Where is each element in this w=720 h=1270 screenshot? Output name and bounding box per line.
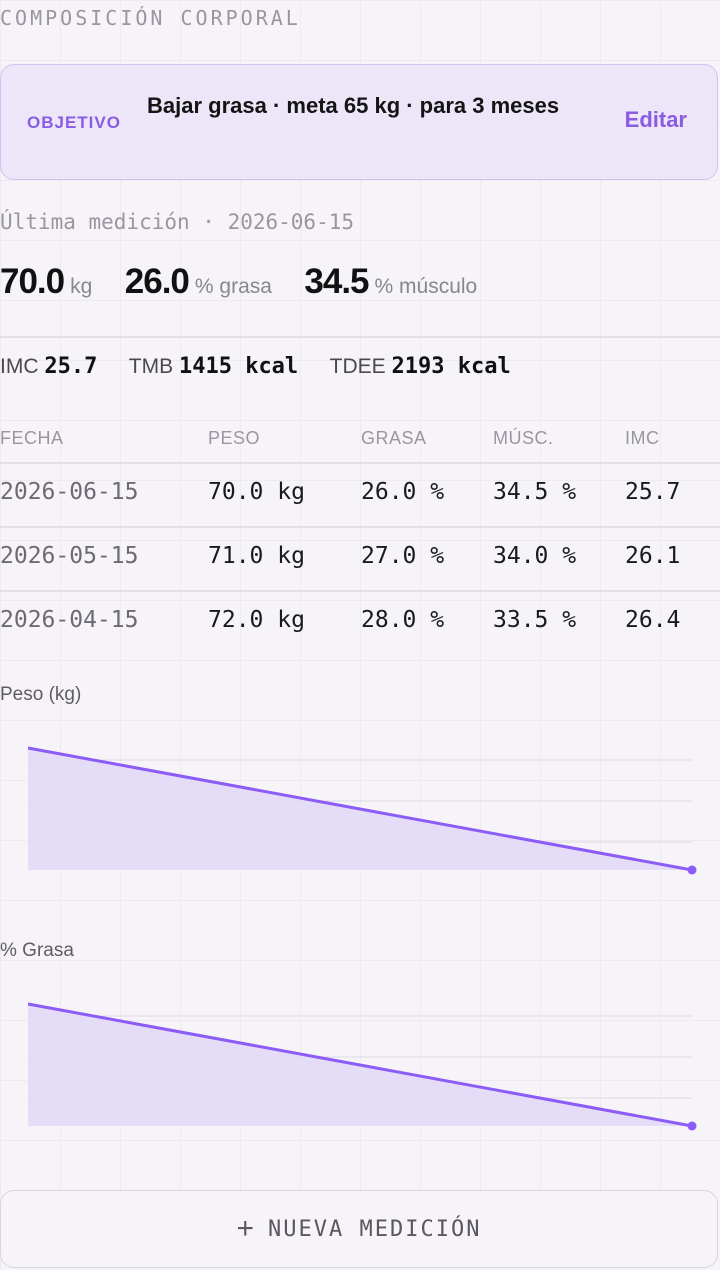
column-header-muscle: MÚSC. [493, 428, 554, 448]
fat-chart-title: % Grasa [0, 940, 74, 961]
cell-date: 2026-04-15 [0, 607, 139, 633]
last-measurement-label: Última medición · 2026-06-15 [0, 210, 355, 234]
column-header-imc: IMC [625, 428, 660, 448]
cell-imc: 26.1 [625, 543, 681, 569]
goal-tag: OBJETIVO [27, 113, 121, 132]
goal-card: OBJETIVO Bajar grasa · meta 65 kg · para… [0, 64, 718, 180]
cell-imc: 26.4 [625, 607, 681, 633]
edit-goal-button[interactable]: Editar [624, 107, 687, 132]
weight-chart-title: Peso (kg) [0, 684, 82, 705]
row-divider [0, 590, 720, 592]
metrics-row: IMC 25.7 TMB 1415 kcal TDEE 2193 kcal [0, 354, 511, 379]
fat-unit: % grasa [194, 275, 272, 298]
plus-icon: + [236, 1212, 255, 1245]
cell-muscle: 33.5 % [493, 607, 577, 633]
last-point [687, 1121, 697, 1131]
cell-imc: 25.7 [625, 479, 681, 505]
section-title: COMPOSICIÓN CORPORAL [0, 6, 301, 30]
cell-date: 2026-05-15 [0, 543, 139, 569]
muscle-value: 34.5 [304, 262, 369, 301]
series-line [27, 746, 693, 872]
weight-chart [27, 746, 697, 875]
cell-weight: 70.0 kg [208, 479, 305, 505]
last-measurement-stats: 70.0 kg 26.0% grasa 34.5% músculo [0, 262, 477, 302]
tdee-label: TDEE [329, 355, 386, 378]
cell-weight: 72.0 kg [208, 607, 305, 633]
column-header-date: FECHA [0, 428, 64, 448]
fat-value: 26.0 [124, 262, 190, 301]
cell-muscle: 34.5 % [493, 479, 577, 505]
weight-value: 70.0 [0, 262, 65, 301]
column-header-weight: PESO [208, 428, 261, 448]
imc-value: 25.7 [44, 354, 98, 379]
column-header-fat: GRASA [361, 428, 427, 448]
tmb-value: 1415 kcal [178, 354, 299, 379]
tdee-value: 2193 kcal [391, 354, 511, 379]
table-divider [0, 462, 720, 464]
row-divider [0, 526, 720, 528]
muscle-unit: % músculo [374, 275, 478, 298]
cell-fat: 26.0 % [361, 479, 445, 505]
cell-weight: 71.0 kg [208, 543, 305, 569]
series-line [27, 1002, 693, 1128]
fat-chart [27, 1002, 697, 1131]
new-measurement-button[interactable]: + NUEVA MEDICIÓN [0, 1190, 718, 1268]
cell-fat: 27.0 % [361, 543, 445, 569]
tmb-label: TMB [128, 355, 174, 378]
divider [0, 336, 720, 338]
goal-text: Bajar grasa · meta 65 kg · para 3 meses [147, 93, 560, 118]
cell-muscle: 34.0 % [493, 543, 577, 569]
cell-date: 2026-06-15 [0, 479, 139, 505]
cell-fat: 28.0 % [361, 607, 445, 633]
weight-unit: kg [70, 275, 93, 298]
last-point [687, 865, 697, 875]
new-measurement-label: NUEVA MEDICIÓN [268, 1216, 482, 1242]
imc-label: IMC [0, 355, 39, 378]
